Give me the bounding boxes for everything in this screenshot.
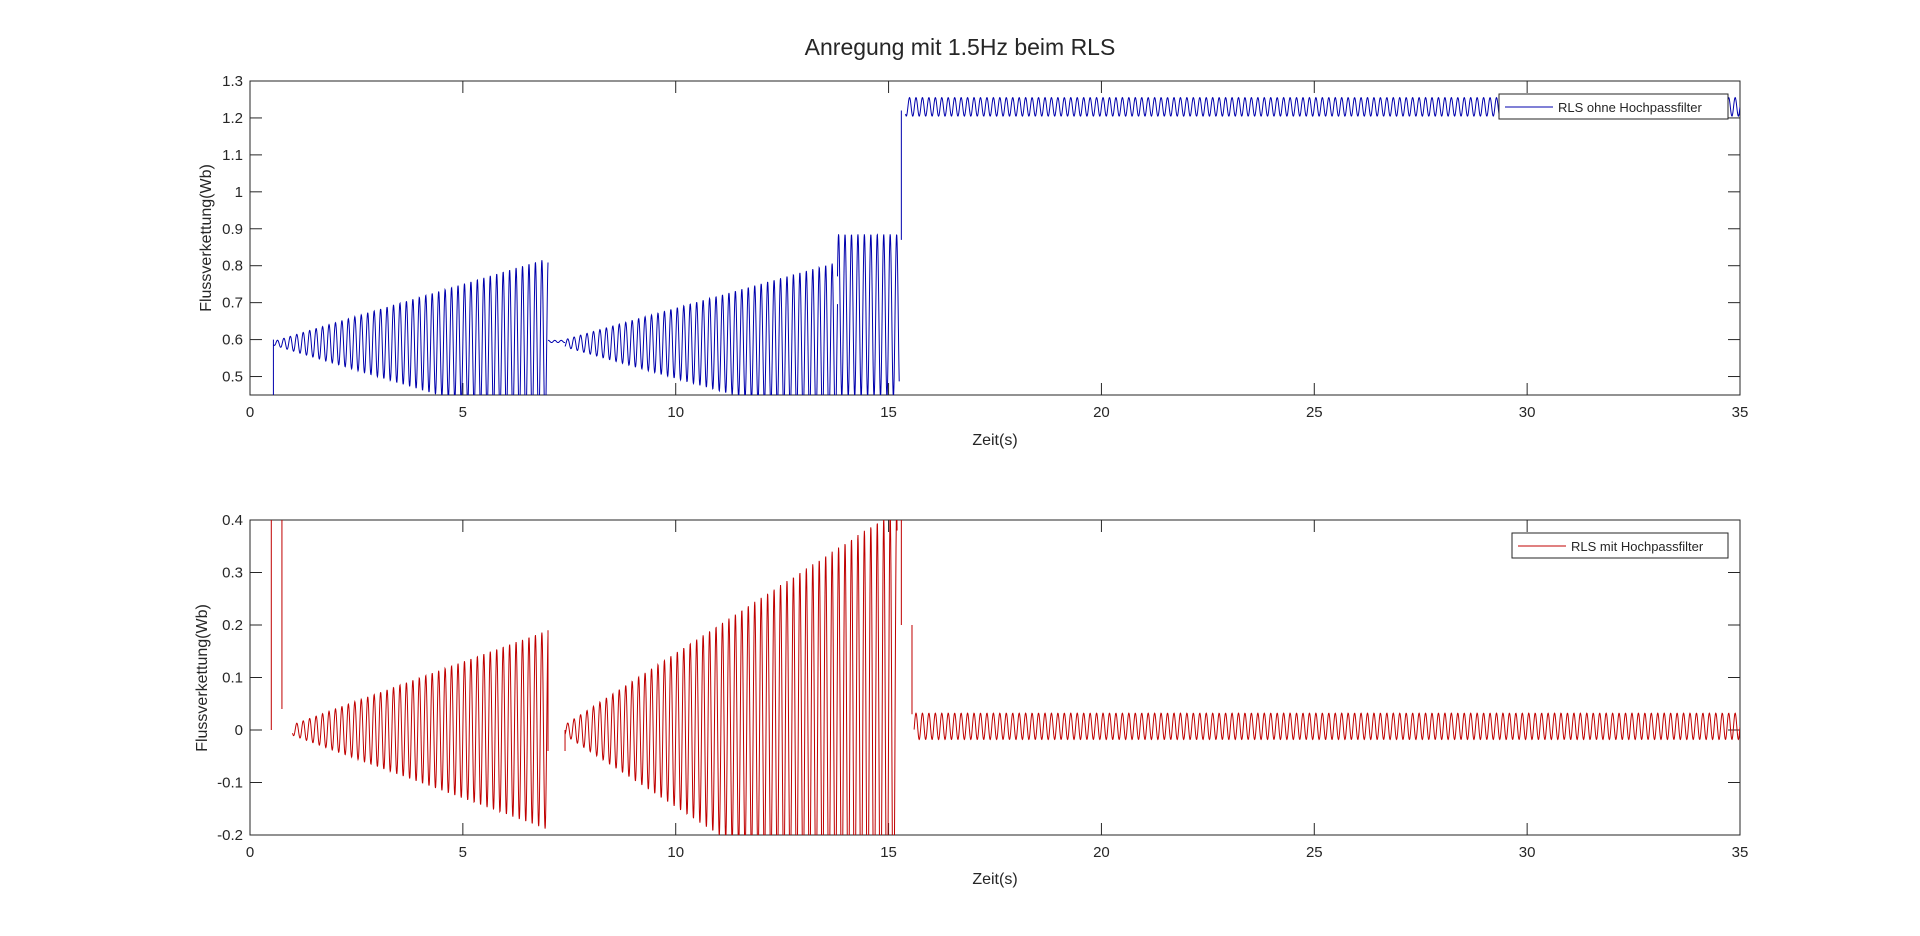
bottom-plot-area bbox=[270, 520, 1740, 835]
top-y-tick-label: 1.2 bbox=[222, 110, 243, 127]
top-x-tick-label: 35 bbox=[1732, 404, 1749, 421]
axes-bottom: 0 5 10 15 20 25 30 35 -0.2 -0.1 0 0.1 0.2 0.3 0.4 Zei… bbox=[194, 512, 1749, 888]
top-y-tick-label: 0.6 bbox=[222, 332, 243, 349]
bottom-x-tick-label: 20 bbox=[1093, 844, 1110, 861]
top-x-tick-label: 20 bbox=[1093, 404, 1110, 421]
axes-top-frame bbox=[249, 80, 1741, 396]
bottom-legend-label: RLS mit Hochpassfilter bbox=[1571, 539, 1704, 554]
top-x-tick-label: 25 bbox=[1306, 404, 1323, 421]
bottom-x-axis-label: Zeit(s) bbox=[972, 871, 1017, 888]
top-x-tick-label: 10 bbox=[667, 404, 684, 421]
bottom-y-tick-label: 0 bbox=[235, 722, 243, 739]
top-y-tick-label: 0.7 bbox=[222, 295, 243, 312]
bottom-y-tick-label: 0.1 bbox=[222, 670, 243, 687]
top-x-tick-label: 5 bbox=[459, 404, 467, 421]
bottom-x-tick-label: 15 bbox=[880, 844, 897, 861]
bottom-y-tick-label: 0.4 bbox=[222, 512, 243, 529]
top-legend[interactable]: RLS ohne Hochpassfilter bbox=[1498, 93, 1729, 120]
bottom-series-line bbox=[270, 520, 1740, 835]
bottom-y-tick-label: -0.2 bbox=[217, 827, 243, 844]
bottom-x-tick-label: 35 bbox=[1732, 844, 1749, 861]
figure-title: Anregung mit 1.5Hz beim RLS bbox=[805, 34, 1116, 60]
bottom-y-ticks: -0.2 -0.1 0 0.1 0.2 0.3 0.4 bbox=[217, 512, 1740, 844]
bottom-x-tick-label: 25 bbox=[1306, 844, 1323, 861]
top-y-axis-label: Flussverkettung(Wb) bbox=[198, 164, 215, 312]
top-y-tick-label: 1.3 bbox=[222, 73, 243, 90]
top-x-tick-label: 30 bbox=[1519, 404, 1536, 421]
top-y-tick-label: 1.1 bbox=[222, 147, 243, 164]
top-x-ticks: 0 5 10 15 20 25 30 35 bbox=[246, 81, 1749, 421]
top-x-axis-label: Zeit(s) bbox=[972, 432, 1017, 449]
bottom-legend[interactable]: RLS mit Hochpassfilter bbox=[1511, 532, 1729, 559]
top-y-tick-label: 0.5 bbox=[222, 369, 243, 386]
bottom-x-tick-label: 5 bbox=[459, 844, 467, 861]
top-x-tick-label: 0 bbox=[246, 404, 254, 421]
bottom-y-tick-label: -0.1 bbox=[217, 775, 243, 792]
top-y-tick-label: 1 bbox=[235, 184, 243, 201]
top-x-tick-label: 15 bbox=[880, 404, 897, 421]
top-series-line bbox=[272, 96, 1740, 395]
bottom-y-tick-label: 0.2 bbox=[222, 617, 243, 634]
bottom-y-axis-label: Flussverkettung(Wb) bbox=[194, 604, 211, 752]
top-plot-area bbox=[272, 96, 1740, 395]
top-y-tick-label: 0.8 bbox=[222, 258, 243, 275]
bottom-x-tick-label: 10 bbox=[667, 844, 684, 861]
bottom-x-tick-label: 30 bbox=[1519, 844, 1536, 861]
axes-top: 0 5 10 15 20 25 30 35 0.5 0.6 0.7 0.8 0.9 1 1.1 1.2 1.3… bbox=[198, 73, 1748, 449]
top-legend-label: RLS ohne Hochpassfilter bbox=[1558, 100, 1702, 115]
top-y-ticks: 0.5 0.6 0.7 0.8 0.9 1 1.1 1.2 1.3 bbox=[222, 73, 1740, 386]
bottom-y-tick-label: 0.3 bbox=[222, 565, 243, 582]
top-y-tick-label: 0.9 bbox=[222, 221, 243, 238]
bottom-x-tick-label: 0 bbox=[246, 844, 254, 861]
bottom-x-ticks: 0 5 10 15 20 25 30 35 bbox=[246, 520, 1749, 861]
